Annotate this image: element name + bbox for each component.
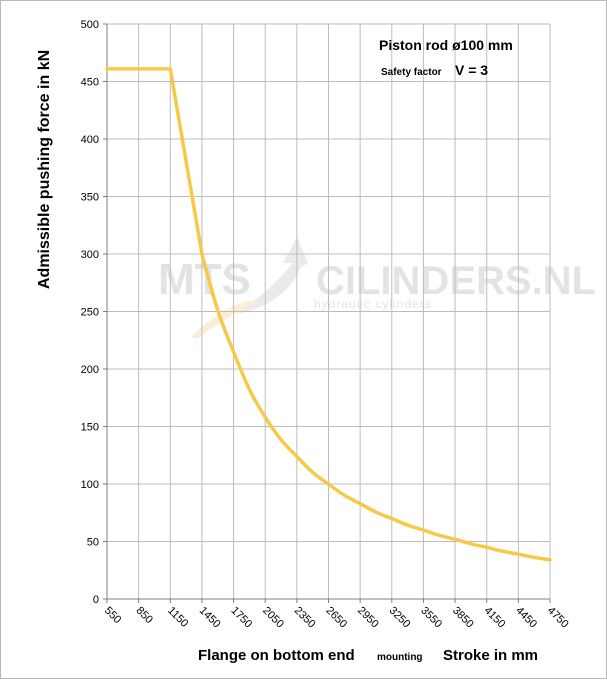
- x-tick-label-1150: 1150: [165, 605, 190, 630]
- x-tick-labels: 550 850 1150 1450 1750 2050 2350 2650 2950 3250 35…: [102, 605, 571, 631]
- series-group: [105, 67, 552, 562]
- data-point-550: [105, 67, 109, 71]
- x-tick-label-4150: 4150: [482, 605, 508, 631]
- watermark-text-right: CILINDERS.NL: [316, 259, 596, 303]
- x-axis-title-small: mounting: [377, 652, 423, 663]
- data-point-2050: [264, 416, 267, 419]
- y-axis-title: Admissible pushing force in kN: [36, 50, 53, 289]
- x-tick-label-1750: 1750: [228, 605, 254, 631]
- y-tick-label-450: 450: [81, 77, 99, 89]
- data-point-1450: [200, 252, 204, 256]
- chart-subtitle-value: V = 3: [455, 62, 488, 78]
- y-tick-label-150: 150: [81, 422, 99, 434]
- watermark-arrow-icon: [225, 237, 308, 313]
- data-point-4150: [485, 546, 488, 549]
- watermark-logo: MTS CILINDERS.NL hydraulic cylinders: [158, 237, 596, 339]
- y-tick-label-250: 250: [81, 307, 99, 319]
- watermark-tagline: hydraulic cylinders: [314, 297, 432, 311]
- x-tick-label-550: 550: [102, 605, 123, 626]
- watermark-swoosh-icon: [191, 301, 259, 339]
- y-tick-label-500: 500: [81, 19, 99, 31]
- data-point-850: [137, 67, 140, 71]
- data-point-1750: [232, 350, 235, 353]
- data-point-1150: [169, 67, 172, 71]
- y-tick-label-300: 300: [81, 249, 99, 261]
- y-tick-labels: 0 50 100 150 200 250 300 350 400 450 500: [81, 19, 99, 606]
- x-tick-label-850: 850: [134, 605, 155, 626]
- data-point-3250: [390, 517, 393, 520]
- x-tick-label-1450: 1450: [197, 605, 223, 631]
- y-tick-label-350: 350: [81, 192, 99, 204]
- y-tick-label-200: 200: [81, 364, 99, 376]
- x-axis-title-right: Stroke in mm: [443, 647, 538, 664]
- grid: [106, 23, 551, 600]
- x-tick-label-3250: 3250: [387, 605, 413, 631]
- x-tick-label-2350: 2350: [292, 605, 318, 631]
- y-tick-label-100: 100: [81, 479, 99, 491]
- chart-title: Piston rod ø100 mm: [379, 37, 513, 53]
- y-tick-label-50: 50: [87, 537, 99, 549]
- y-tick-label-0: 0: [93, 594, 99, 606]
- x-tick-label-2950: 2950: [355, 605, 381, 631]
- axes: [103, 23, 551, 603]
- data-point-4750: [548, 558, 552, 562]
- x-tick-label-3850: 3850: [450, 605, 476, 631]
- x-tick-label-2650: 2650: [323, 605, 349, 631]
- data-point-3850: [453, 538, 457, 541]
- x-tick-label-4750: 4750: [545, 605, 571, 631]
- data-point-2650: [327, 482, 330, 486]
- x-tick-label-3550: 3550: [418, 605, 444, 631]
- x-tick-label-2050: 2050: [260, 605, 286, 631]
- y-tick-label-400: 400: [81, 134, 99, 146]
- x-tick-label-4450: 4450: [513, 605, 539, 631]
- data-point-4450: [517, 552, 520, 556]
- x-axis-title: Flange on bottom end: [198, 647, 355, 664]
- data-point-2350: [295, 455, 299, 458]
- data-point-3550: [422, 528, 425, 532]
- data-point-2950: [358, 502, 362, 505]
- chart-subtitle-label: Safety factor: [381, 67, 442, 78]
